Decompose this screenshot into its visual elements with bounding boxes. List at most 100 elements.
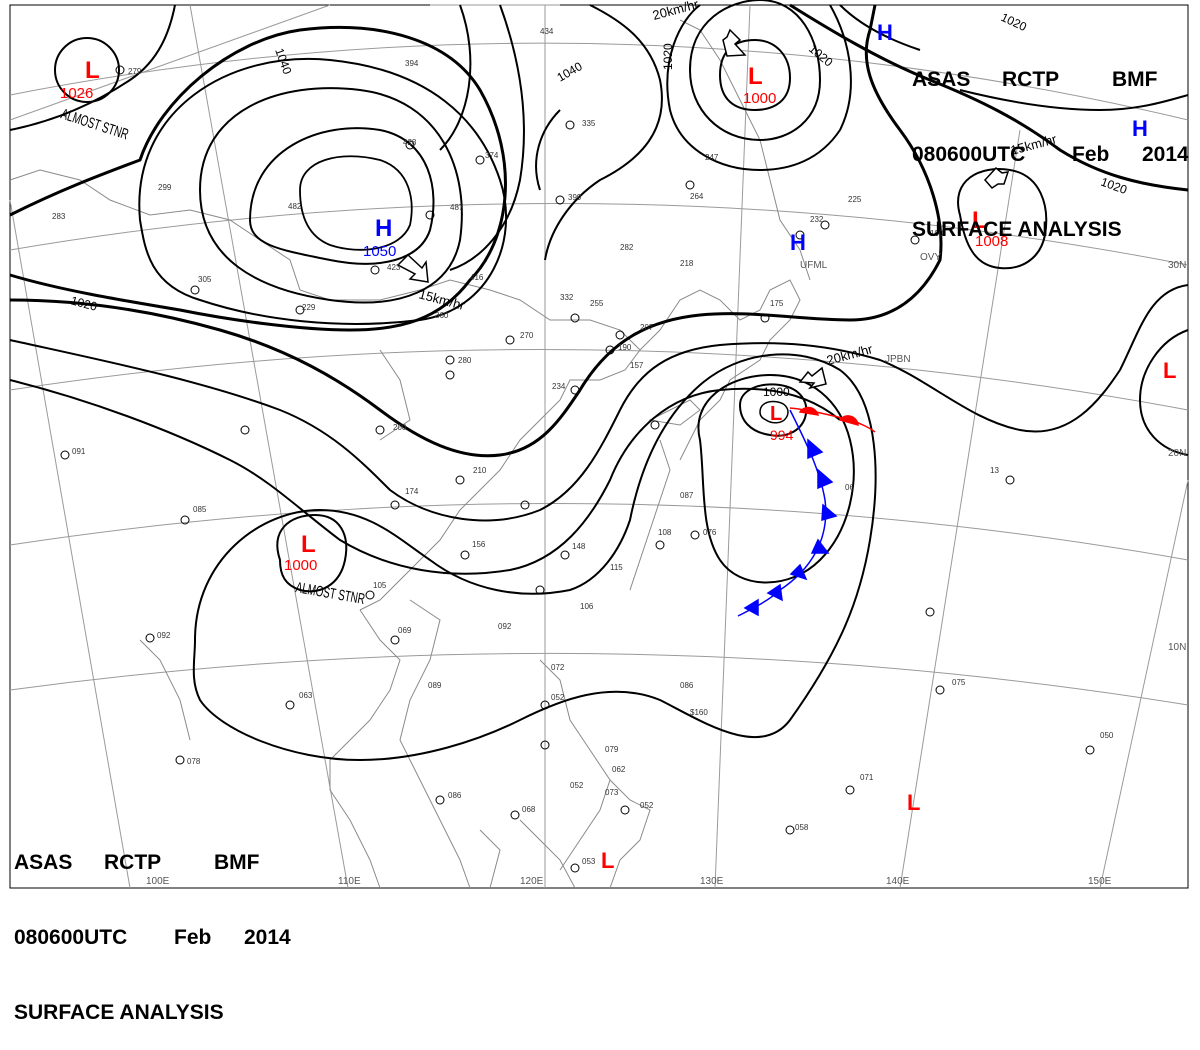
- svg-text:200: 200: [393, 423, 407, 432]
- svg-text:052: 052: [551, 693, 565, 702]
- longitude-label: 140E: [886, 876, 910, 887]
- low-central-pressure: 1000: [284, 557, 317, 574]
- svg-text:13: 13: [990, 466, 999, 475]
- svg-text:283: 283: [52, 212, 66, 221]
- svg-text:050: 050: [1100, 731, 1114, 740]
- svg-text:234: 234: [552, 382, 566, 391]
- svg-text:374: 374: [485, 151, 499, 160]
- svg-text:394: 394: [405, 59, 419, 68]
- svg-text:279: 279: [128, 67, 142, 76]
- station-label: UFML: [800, 260, 828, 271]
- svg-text:210: 210: [473, 466, 487, 475]
- high-central-pressure: 1050: [363, 243, 396, 260]
- office-label: BMF: [1112, 68, 1158, 91]
- station-label: RCTP: [1002, 68, 1060, 91]
- svg-text:087: 087: [680, 491, 694, 500]
- svg-text:106: 106: [580, 602, 594, 611]
- svg-text:487: 487: [450, 203, 464, 212]
- svg-text:115: 115: [610, 563, 623, 572]
- svg-text:305: 305: [198, 275, 212, 284]
- svg-text:069: 069: [398, 626, 412, 635]
- longitude-label: 100E: [146, 876, 170, 887]
- svg-text:058: 058: [795, 823, 809, 832]
- low-symbol: L: [601, 848, 614, 873]
- svg-text:092: 092: [157, 631, 171, 640]
- svg-text:089: 089: [428, 681, 442, 690]
- svg-text:299: 299: [158, 183, 172, 192]
- high-symbol: H: [790, 230, 806, 255]
- svg-text:434: 434: [540, 27, 554, 36]
- svg-text:270: 270: [520, 331, 534, 340]
- warm-front: [789, 406, 876, 433]
- svg-text:062: 062: [612, 765, 626, 774]
- svg-text:092: 092: [498, 622, 512, 631]
- svg-text:075: 075: [952, 678, 966, 687]
- datetime-label: 080600UTC: [912, 143, 1026, 166]
- svg-text:052: 052: [640, 801, 654, 810]
- isobar-labels: 1040 1040 1020 1020 1020 1020 1000 1020: [69, 10, 1129, 399]
- svg-text:100: 100: [930, 229, 944, 238]
- svg-text:06: 06: [845, 483, 854, 492]
- high-symbol: H: [1132, 116, 1148, 141]
- isobar-label: 1020: [69, 293, 99, 314]
- high-symbol: H: [877, 20, 893, 45]
- svg-text:399: 399: [568, 193, 582, 202]
- latitude-label: 20N: [1168, 448, 1186, 459]
- svg-text:280: 280: [458, 356, 472, 365]
- svg-text:085: 085: [193, 505, 207, 514]
- svg-text:207: 207: [640, 323, 654, 332]
- svg-text:428: 428: [403, 138, 417, 147]
- latitude-label: 10N: [1168, 642, 1186, 653]
- month-label: Feb: [1072, 143, 1110, 166]
- svg-text:148: 148: [572, 542, 586, 551]
- year-label: 2014: [244, 926, 291, 949]
- graticule: [9, 4, 1189, 889]
- svg-text:105: 105: [373, 581, 387, 590]
- motion-arrows: [396, 28, 1010, 390]
- svg-text:360: 360: [435, 311, 449, 320]
- svg-text:264: 264: [690, 192, 704, 201]
- longitude-label: 130E: [700, 876, 724, 887]
- svg-text:335: 335: [582, 119, 596, 128]
- isobar-label: 1000: [763, 385, 790, 399]
- latitude-label: 30N: [1168, 260, 1186, 271]
- svg-text:156: 156: [472, 540, 486, 549]
- svg-text:225: 225: [848, 195, 862, 204]
- svg-text:416: 416: [470, 273, 484, 282]
- year-label: 2014: [1142, 143, 1189, 166]
- agency-label: ASAS: [912, 68, 971, 91]
- longitude-label: 150E: [1088, 876, 1112, 887]
- station-plots: [60, 65, 1095, 873]
- month-label: Feb: [174, 926, 212, 949]
- low-central-pressure: 994: [770, 427, 794, 443]
- svg-text:232: 232: [810, 215, 824, 224]
- map-border: [9, 4, 1189, 889]
- svg-text:229: 229: [302, 303, 316, 312]
- cold-front: [737, 409, 838, 617]
- svg-text:072: 072: [551, 663, 565, 672]
- svg-text:282: 282: [620, 243, 634, 252]
- svg-text:091: 091: [72, 447, 86, 456]
- svg-text:086: 086: [448, 791, 462, 800]
- high-symbol: H: [375, 215, 392, 242]
- low-symbol: L: [770, 403, 782, 425]
- header-block-bottom: ASAS RCTP BMF 080600UTC Feb 2014 SURFACE…: [14, 800, 304, 1050]
- svg-text:157: 157: [630, 361, 644, 370]
- longitude-label: 110E: [338, 876, 361, 887]
- station-label: OVY: [920, 252, 941, 263]
- low-central-pressure: 1000: [743, 90, 776, 107]
- grid-labels: 100E 110E 120E 130E 140E 150E 30N 20N 10…: [146, 252, 1186, 887]
- svg-text:068: 068: [522, 805, 536, 814]
- low-symbol: L: [301, 531, 316, 558]
- svg-text:247: 247: [705, 153, 719, 162]
- low-symbol: L: [85, 57, 100, 84]
- low-symbol: L: [748, 63, 763, 90]
- svg-text:332: 332: [560, 293, 574, 302]
- svg-text:190: 190: [618, 343, 632, 352]
- svg-text:423: 423: [387, 263, 401, 272]
- longitude-label: 120E: [520, 876, 544, 887]
- svg-text:218: 218: [680, 259, 694, 268]
- station-label: JPBN: [885, 354, 911, 365]
- product-title: SURFACE ANALYSIS: [912, 218, 1122, 241]
